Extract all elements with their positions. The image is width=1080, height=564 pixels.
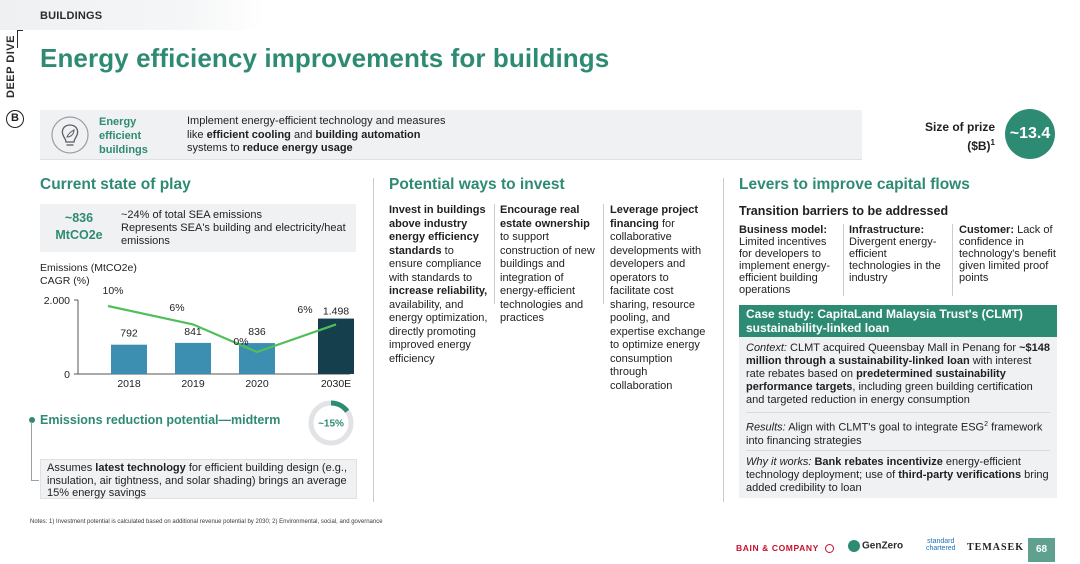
chart-cagr-label: CAGR (%) bbox=[40, 275, 90, 287]
case-study-body bbox=[739, 337, 1057, 498]
case-separator bbox=[746, 412, 1050, 413]
prize-value-badge: ~13.4 bbox=[1005, 109, 1055, 159]
barrier-divider bbox=[843, 224, 844, 296]
invest-divider bbox=[494, 204, 495, 304]
lever-name: Energy efficient buildings bbox=[99, 116, 148, 156]
case-study-title: Case study: CapitaLand Malaysia Trust's … bbox=[739, 305, 1057, 337]
bar-value-label: 1.498 bbox=[323, 306, 349, 318]
emissions-chart: 2.000 0 7922018841201983620201.4982030E … bbox=[44, 285, 354, 390]
cagr-label: 6% bbox=[297, 304, 312, 316]
barriers-title: Transition barriers to be addressed bbox=[739, 204, 949, 218]
bar-value-label: 836 bbox=[248, 326, 266, 338]
barrier-infrastructure: Infrastructure: Divergent energy-efficien… bbox=[849, 224, 941, 284]
bullet-connector-tick bbox=[31, 480, 39, 481]
cagr-label: 0% bbox=[233, 336, 248, 348]
case-context: Context: CLMT acquired Queensbay Mall in… bbox=[746, 342, 1051, 406]
reduction-value: ~15% bbox=[318, 419, 344, 430]
chart-ylabel: Emissions (MtCO2e) bbox=[40, 262, 137, 274]
invest-option-1: Invest in buildings above industry energ… bbox=[389, 204, 488, 365]
side-tab-line bbox=[17, 30, 18, 48]
lever-header bbox=[40, 110, 862, 160]
x-tick-label: 2019 bbox=[181, 378, 205, 390]
reduction-gauge: ~15% bbox=[308, 400, 354, 446]
y-tick-min: 0 bbox=[64, 369, 70, 381]
cagr-line bbox=[107, 304, 337, 354]
bar-value-label: 792 bbox=[120, 328, 138, 340]
x-tick-label: 2020 bbox=[245, 378, 269, 390]
x-tick-label: 2018 bbox=[117, 378, 141, 390]
side-tab-badge: B bbox=[6, 110, 24, 128]
bullet-dot bbox=[29, 417, 35, 423]
case-results: Results: Align with CLMT's goal to integ… bbox=[746, 421, 1043, 447]
standard-chartered-logo: standard chartered bbox=[926, 538, 956, 552]
invest-option-3: Leverage project financing for collabora… bbox=[610, 204, 706, 392]
bain-logo: BAIN & COMPANY bbox=[736, 543, 834, 554]
page-number: 68 bbox=[1028, 538, 1055, 562]
genzero-logo: GenZero bbox=[848, 540, 903, 552]
bain-logo-icon bbox=[824, 544, 834, 554]
section-title-invest: Potential ways to invest bbox=[389, 176, 565, 193]
cagr-label: 6% bbox=[169, 302, 184, 314]
section-title-levers: Levers to improve capital flows bbox=[739, 176, 970, 193]
side-tab-label: DEEP DIVE bbox=[5, 35, 17, 98]
page-title: Energy efficiency improvements for build… bbox=[40, 43, 610, 73]
invest-option-2: Encourage real estate ownership to suppo… bbox=[500, 204, 595, 324]
barrier-business-model: Business model: Limited incentives for de… bbox=[739, 224, 831, 296]
lever-description: Implement energy-efficient technology an… bbox=[187, 115, 446, 154]
assumption-box bbox=[40, 459, 357, 499]
invest-divider bbox=[603, 204, 604, 304]
breadcrumb: BUILDINGS bbox=[40, 10, 103, 22]
reduction-title: Emissions reduction potential—midterm bbox=[40, 413, 281, 427]
bar-2019 bbox=[175, 342, 211, 374]
assumption-text: Assumes latest technology for efficient … bbox=[47, 462, 347, 499]
emissions-stat-value: ~836 MtCO2e bbox=[55, 211, 103, 242]
y-tick-max: 2.000 bbox=[44, 295, 70, 307]
cagr-label: 10% bbox=[102, 285, 123, 297]
bullet-connector bbox=[31, 422, 32, 480]
bar-value-label: 841 bbox=[184, 326, 202, 338]
breadcrumb-band bbox=[0, 0, 265, 30]
genzero-logo-icon bbox=[848, 540, 860, 552]
case-separator bbox=[746, 450, 1050, 451]
bar-2030E bbox=[318, 318, 354, 374]
column-divider bbox=[723, 178, 724, 502]
emissions-stat-box bbox=[40, 204, 356, 252]
x-tick-label: 2030E bbox=[321, 378, 351, 390]
section-title-state: Current state of play bbox=[40, 176, 191, 193]
case-why-it-works: Why it works: Bank rebates incentivize e… bbox=[746, 456, 1049, 494]
barrier-customer: Customer: Lack of confidence in technolo… bbox=[959, 224, 1056, 284]
bulb-leaf-icon bbox=[51, 116, 89, 154]
column-divider bbox=[373, 178, 374, 502]
temasek-logo: TEMASEK bbox=[967, 542, 1025, 553]
prize-label: Size of prize ($B)1 bbox=[924, 120, 995, 153]
footnotes: Notes: 1) Investment potential is calcul… bbox=[30, 519, 383, 525]
bar-2018 bbox=[111, 344, 147, 374]
barrier-divider bbox=[952, 224, 953, 296]
side-tab-tick bbox=[17, 30, 23, 31]
emissions-stat-desc: ~24% of total SEA emissions Represents S… bbox=[121, 209, 346, 247]
